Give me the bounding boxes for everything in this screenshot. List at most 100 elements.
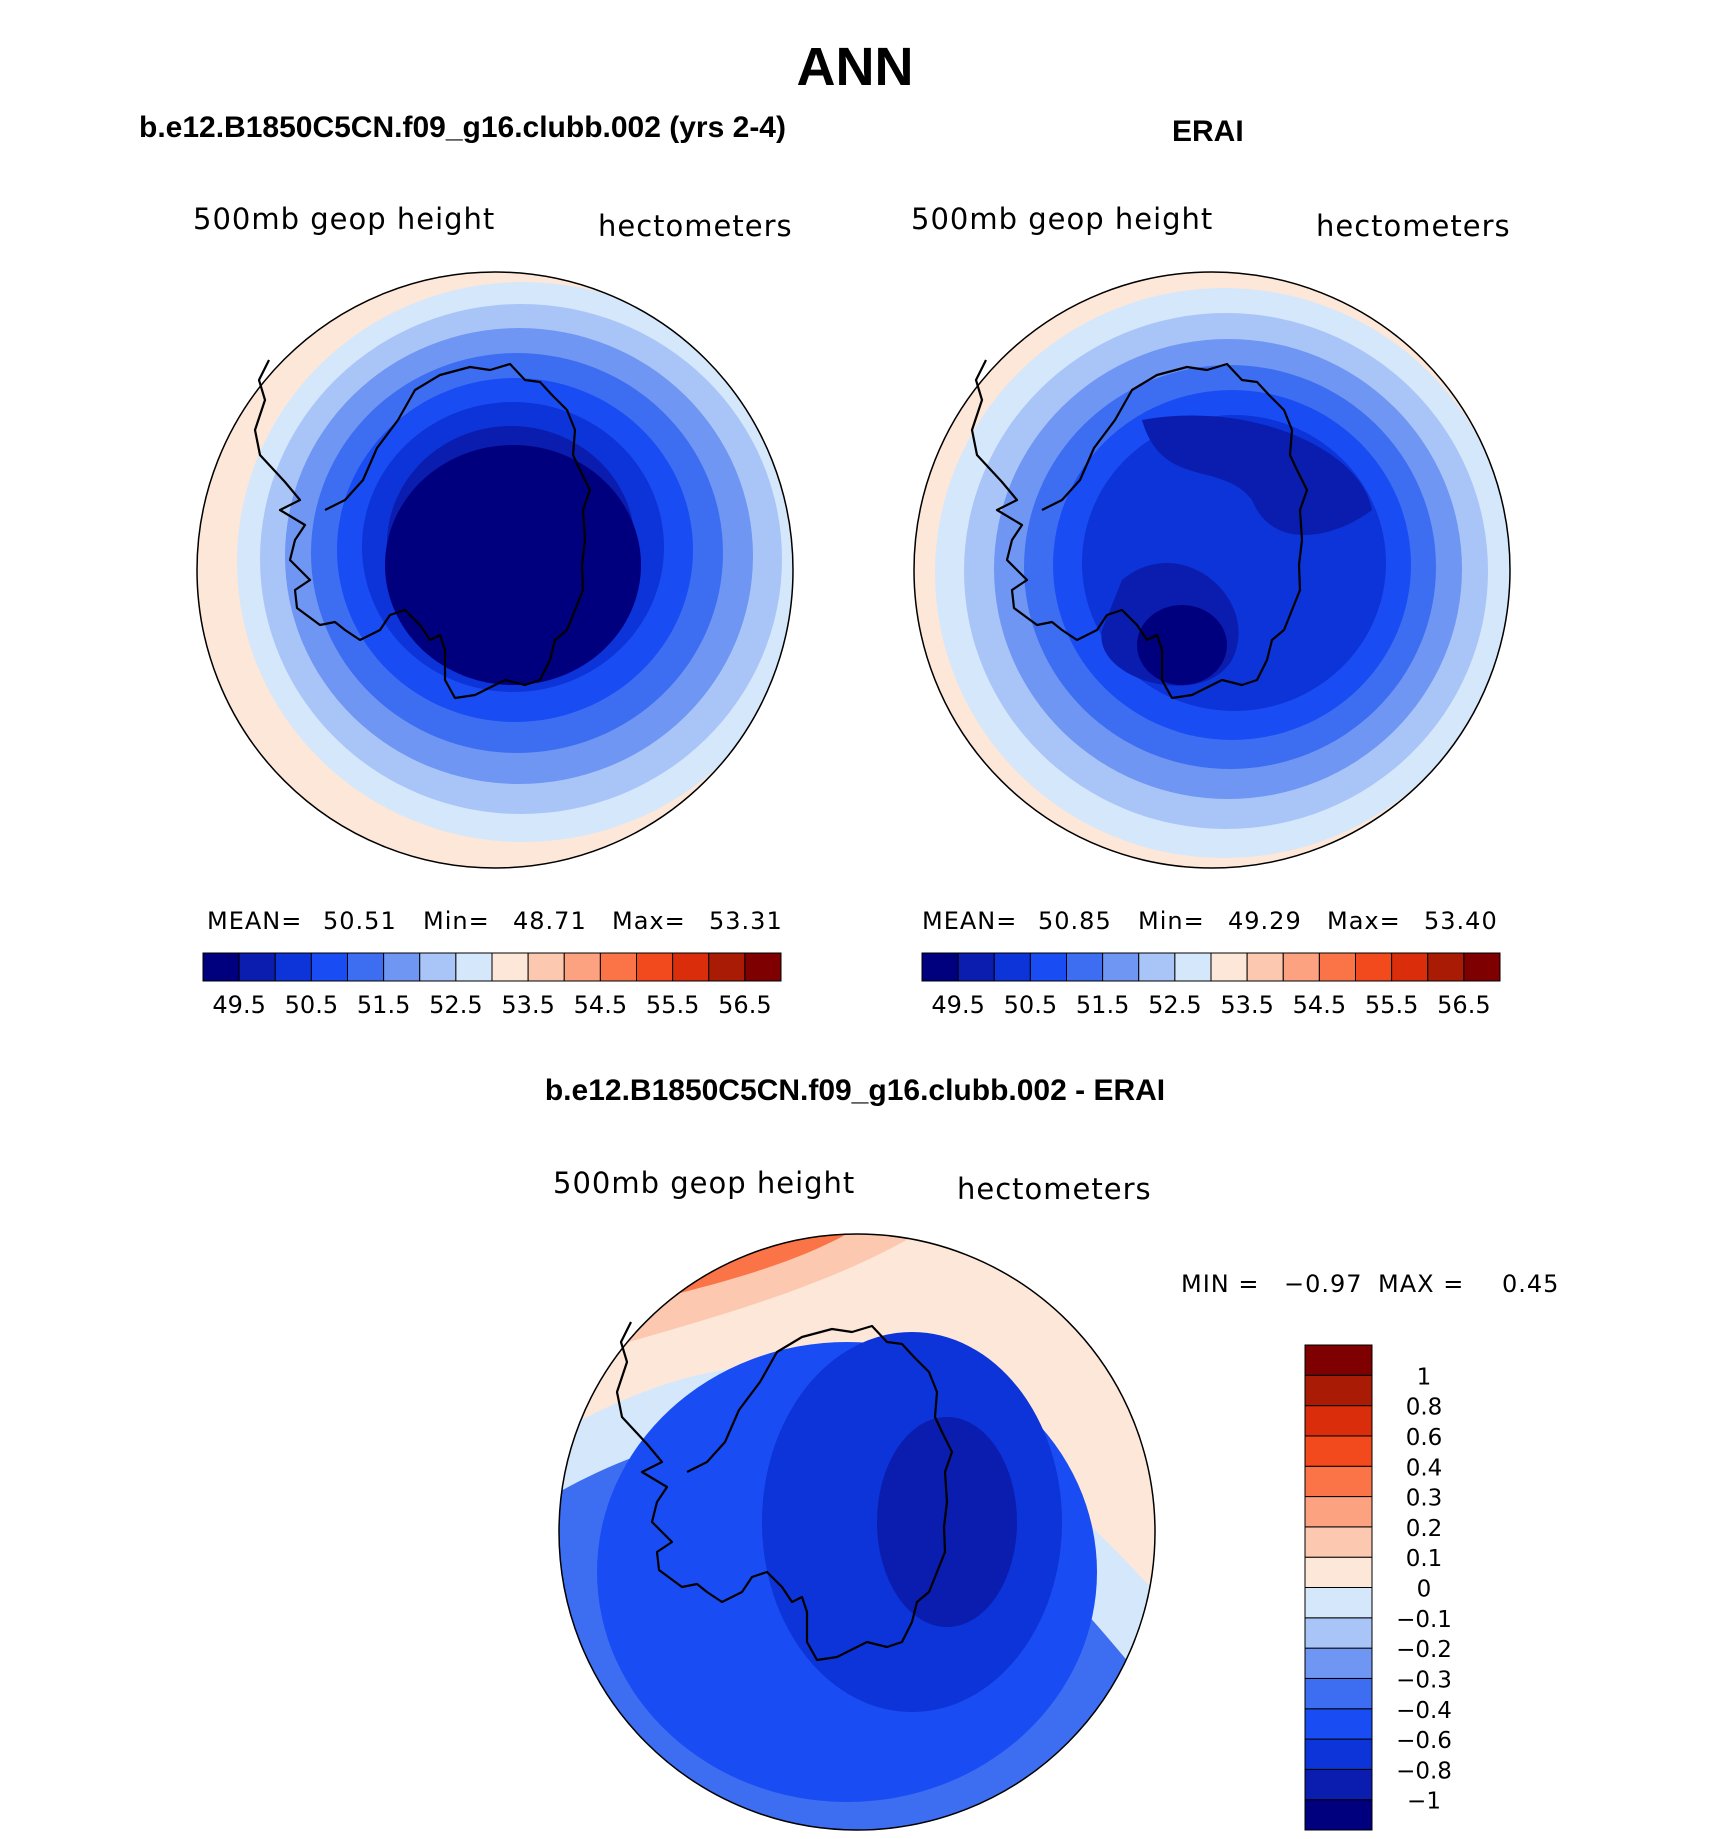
colorbar-swatch (1304, 1435, 1373, 1467)
colorbar-tick-label: 53.5 (1220, 991, 1273, 1019)
colorbar-swatch (1304, 1587, 1373, 1619)
colorbar-tick-label: 52.5 (429, 991, 482, 1019)
stats-min-obs: 49.29 (1228, 907, 1302, 935)
polar-map-obs (913, 271, 1511, 869)
colorbar-tick-label: 54.5 (1293, 991, 1346, 1019)
colorbar-swatch (1318, 952, 1356, 982)
colorbar-obs: 49.5 50.5 51.5 52.5 53.5 54.5 55.5 56.5 (921, 952, 1501, 1019)
colorbar-swatch (527, 952, 565, 982)
colorbar-tick-label: 0.8 (1406, 1395, 1443, 1421)
colorbar-swatch (744, 952, 782, 982)
colorbar-tick-label: 53.5 (501, 991, 554, 1019)
contour-band (385, 445, 641, 685)
colorbar-tick-label: 0.4 (1406, 1455, 1443, 1481)
colorbar-tick-label: 54.5 (574, 991, 627, 1019)
var-label-diff: 500mb geop height (553, 1166, 856, 1200)
colorbar-tick-label: −0.2 (1396, 1637, 1452, 1663)
colorbar-swatch (1304, 1496, 1373, 1528)
colorbar-swatch (1355, 952, 1393, 982)
colorbar-swatch (202, 952, 240, 982)
colorbar-tick-label: 51.5 (357, 991, 410, 1019)
colorbar-swatch (1463, 952, 1501, 982)
colorbar-swatch (1391, 952, 1429, 982)
colorbar-tick-label: 0 (1417, 1577, 1432, 1603)
colorbar-swatch (455, 952, 493, 982)
stats-max-diff: 0.45 (1502, 1270, 1560, 1298)
colorbar-tick-label: 0.1 (1406, 1546, 1443, 1572)
colorbar-swatch (1246, 952, 1284, 982)
panel-title-diff: b.e12.B1850C5CN.f09_g16.clubb.002 - ERAI (544, 1074, 1166, 1107)
colorbar-tick-label: 52.5 (1148, 991, 1201, 1019)
contour-band (559, 1234, 1155, 1592)
colorbar-swatch (1304, 1556, 1373, 1588)
colorbar-tick-label: −0.4 (1396, 1698, 1452, 1724)
colorbar-tick-label: 50.5 (1004, 991, 1057, 1019)
colorbar-swatch (1029, 952, 1067, 982)
page-title: ANN (796, 37, 914, 97)
colorbar-swatch (921, 952, 959, 982)
colorbar-swatch (1210, 952, 1248, 982)
colorbar-swatch (1304, 1405, 1373, 1437)
stats-max-obs: 53.40 (1424, 907, 1498, 935)
colorbar-swatch (1174, 952, 1212, 982)
colorbar-swatch (1304, 1768, 1373, 1801)
contour-band (1137, 605, 1227, 685)
contour-band (1142, 415, 1372, 535)
colorbar-tick-label: 49.5 (212, 991, 265, 1019)
panel-title-obs: ERAI (1172, 115, 1244, 148)
map-boundary (558, 1233, 1156, 1831)
polar-map-model (196, 271, 794, 869)
colorbar-tick-label: 0.3 (1406, 1486, 1443, 1512)
colorbar-tick-label: 0.2 (1406, 1516, 1443, 1542)
colorbar-swatch (347, 952, 385, 982)
panel-title-model: b.e12.B1850C5CN.f09_g16.clubb.002 (yrs 2… (139, 111, 786, 144)
colorbar-swatch (1282, 952, 1320, 982)
colorbar-tick-label: −0.8 (1396, 1758, 1452, 1784)
colorbar-swatch (1304, 1799, 1373, 1831)
colorbar-tick-label: 51.5 (1076, 991, 1129, 1019)
colorbar-tick-label: 50.5 (285, 991, 338, 1019)
colorbar-swatch (238, 952, 276, 982)
colorbar-tick-label: −0.1 (1396, 1607, 1452, 1633)
units-label-diff: hectometers (957, 1172, 1152, 1206)
stats-max-label-model: Max= (612, 907, 686, 935)
colorbar-swatch (599, 952, 637, 982)
stats-max-label-obs: Max= (1327, 907, 1401, 935)
colorbar-swatch (1304, 1708, 1373, 1740)
colorbar-tick-label: 0.6 (1406, 1425, 1443, 1451)
colorbar-swatch (1304, 1738, 1373, 1770)
colorbar-tick-label: 55.5 (646, 991, 699, 1019)
colorbar-swatch (274, 952, 312, 982)
stats-min-label-obs: Min= (1138, 907, 1205, 935)
stats-min-label-model: Min= (423, 907, 490, 935)
colorbar-tick-label: 56.5 (1437, 991, 1490, 1019)
colorbar-swatch (1304, 1465, 1373, 1498)
colorbar-swatch (1304, 1617, 1373, 1649)
stats-mean-model: 50.51 (323, 907, 397, 935)
colorbar-tick-label: 49.5 (931, 991, 984, 1019)
stats-min-label-diff: MIN = (1181, 1270, 1260, 1298)
colorbar-swatch (1427, 952, 1465, 982)
coastline (615, 1321, 954, 1662)
stats-mean-label-obs: MEAN= (922, 907, 1018, 935)
colorbar-swatch (1304, 1677, 1373, 1710)
colorbar-tick-label: −0.6 (1396, 1728, 1452, 1754)
stats-min-diff: −0.97 (1284, 1270, 1363, 1298)
colorbar-swatch (419, 952, 457, 982)
colorbar-swatch (708, 952, 746, 982)
polar-map-diff (558, 1233, 1156, 1831)
colorbar-swatch (563, 952, 601, 982)
colorbar-tick-label: −1 (1407, 1789, 1441, 1815)
units-label-obs: hectometers (1316, 209, 1511, 243)
colorbar-swatch (957, 952, 995, 982)
colorbar-swatch (383, 952, 421, 982)
colorbar-tick-label: 1 (1417, 1364, 1432, 1390)
colorbar-tick-label: −0.3 (1396, 1667, 1452, 1693)
units-label-model: hectometers (598, 209, 793, 243)
var-label-obs: 500mb geop height (911, 202, 1214, 236)
colorbar-diff: −1 −0.8 −0.6 −0.4 −0.3 −0.2 −0.1 0 0.1 0.2 0.3 0.4 0… (1304, 1344, 1452, 1831)
stats-mean-obs: 50.85 (1038, 907, 1112, 935)
colorbar-swatch (993, 952, 1031, 982)
contour-band (877, 1417, 1017, 1627)
